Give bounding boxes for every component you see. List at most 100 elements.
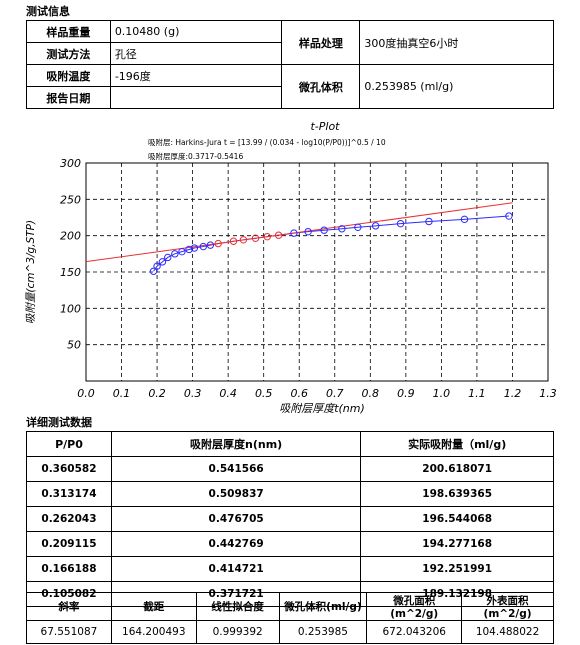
y-axis-ticks: 50 100 150 200 250 300 [60,157,81,352]
data-point [206,241,215,249]
data-point [178,247,186,256]
test-method-value: 孔径 [109,42,283,65]
data-point [214,239,222,248]
report-date-value [109,86,283,109]
test-method-label: 测试方法 [26,42,111,65]
data-point [354,223,362,232]
cell-p-p0: 0.166188 [26,556,112,582]
data-point [149,267,158,275]
data-point [239,236,248,244]
chart-grid [86,163,548,381]
stats-value-row: 67.551087 164.200493 0.999392 0.253985 6… [26,620,554,644]
x-axis-ticks: 0.0 0.1 0.2 0.3 0.4 0.5 0.6 0.7 0.8 0.9 1.0 1.1 1.2 1… [77,387,557,400]
header-intercept: 截距 [110,592,197,621]
x-tick-label: 1.3 [539,387,557,400]
data-point [251,234,260,242]
adsorption-curve [153,215,509,272]
value-slope: 67.551087 [26,620,112,644]
table-row: 0.262043 0.476705 196.544068 [26,506,554,532]
data-point [190,244,199,252]
cell-adsorption: 192.251991 [360,556,554,582]
data-point [158,258,167,266]
x-tick-label: 0.8 [362,387,380,400]
table-row: 0.360582 0.541566 200.618071 [26,456,554,482]
fit-line [85,202,513,263]
cell-thickness: 0.541566 [110,456,362,482]
value-micropore-area: 672.043206 [366,620,463,644]
y-axis-label: 吸附量(cm^3/g,STP) [25,220,37,324]
x-tick-label: 0.3 [184,387,202,400]
header-linear-fit: 线性拟合度 [195,592,280,621]
data-point [171,250,179,258]
value-external-area: 104.488022 [461,620,554,644]
y-tick-label: 50 [67,339,81,352]
header-micropore-area: 微孔面积(m^2/g) [366,592,463,621]
data-point [396,219,405,228]
detail-table: P/P0 吸附层厚度n(nm) 实际吸附量（ml/g) 0.360582 0.5… [26,431,554,607]
data-point [320,226,328,234]
x-tick-label: 0.9 [397,387,415,400]
header-adsorption-amount: 实际吸附量（ml/g) [360,431,554,457]
cell-thickness: 0.509837 [110,481,362,507]
data-point [153,262,161,270]
data-point [229,237,238,245]
micropore-volume-value: 0.253985 (ml/g) [359,64,554,109]
cell-thickness: 0.442769 [110,531,362,557]
x-tick-label: 1.0 [433,387,451,400]
value-linear-fit: 0.999392 [195,620,280,644]
cell-adsorption: 194.277168 [360,531,554,557]
header-p-p0: P/P0 [26,431,112,457]
sample-treatment-value: 300度抽真空6小时 [359,20,554,65]
cell-p-p0: 0.262043 [26,506,112,532]
data-point [338,225,346,233]
data-curve [153,215,509,272]
linear-fit-line [85,202,513,263]
data-markers [149,212,513,275]
cell-p-p0: 0.313174 [26,481,112,507]
chart-title: t-Plot [310,120,340,133]
x-tick-label: 0.6 [290,387,308,400]
x-tick-label: 0.1 [113,387,131,400]
plot-frame [85,162,549,382]
table-row: 0.209115 0.442769 194.277168 [26,531,554,557]
detail-header-row: P/P0 吸附层厚度n(nm) 实际吸附量（ml/g) [26,431,554,457]
chart-subtitle-formula: 吸附层: Harkins-Jura t = [13.99 / (0.034 - … [148,138,386,147]
x-tick-label: 0.7 [326,387,344,400]
data-point [371,222,380,230]
x-tick-label: 1.1 [468,387,486,400]
x-tick-label: 0.4 [219,387,237,400]
stats-table: 斜率 截距 线性拟合度 微孔体积(ml/g) 微孔面积(m^2/g) 外表面积(… [26,592,554,644]
cell-p-p0: 0.360582 [26,456,112,482]
cell-adsorption: 196.544068 [360,506,554,532]
x-tick-label: 0.5 [255,387,273,400]
chart-subtitle-thickness: 吸附层厚度:0.3717-0.5416 [148,151,243,161]
info-table: 样品重量 0.10480 (g) 样品处理 300度抽真空6小时 测试方法 孔径… [26,20,554,109]
x-tick-label: 0.0 [77,387,95,400]
data-point [274,231,283,239]
y-tick-label: 300 [60,157,81,170]
value-micropore-volume: 0.253985 [278,620,368,644]
sample-weight-label: 样品重量 [26,20,111,43]
cell-thickness: 0.476705 [110,506,362,532]
header-micropore-volume: 微孔体积(ml/g) [278,592,368,621]
y-tick-label: 200 [60,230,81,243]
y-tick-label: 150 [60,266,81,279]
table-row: 0.166188 0.414721 192.251991 [26,556,554,582]
header-slope: 斜率 [26,592,112,621]
sample-treatment-label: 样品处理 [281,20,361,65]
detail-section-title: 详细测试数据 [26,416,92,429]
data-point [164,253,172,262]
t-plot-chart: t-Plot 吸附层: Harkins-Jura t = [13.99 / (0… [25,120,557,415]
x-axis-label: 吸附层厚度t(nm) [279,402,365,415]
adsorption-temp-value: -196度 [109,64,283,87]
micropore-volume-label: 微孔体积 [281,64,361,109]
data-point [425,217,433,226]
y-tick-label: 100 [60,302,81,315]
cell-adsorption: 198.639365 [360,481,554,507]
cell-p-p0: 0.209115 [26,531,112,557]
header-layer-thickness: 吸附层厚度n(nm) [110,431,362,457]
y-tick-label: 250 [60,193,81,206]
header-external-area: 外表面积(m^2/g) [461,592,554,621]
info-section-title: 测试信息 [26,5,70,18]
cell-adsorption: 200.618071 [360,456,554,482]
